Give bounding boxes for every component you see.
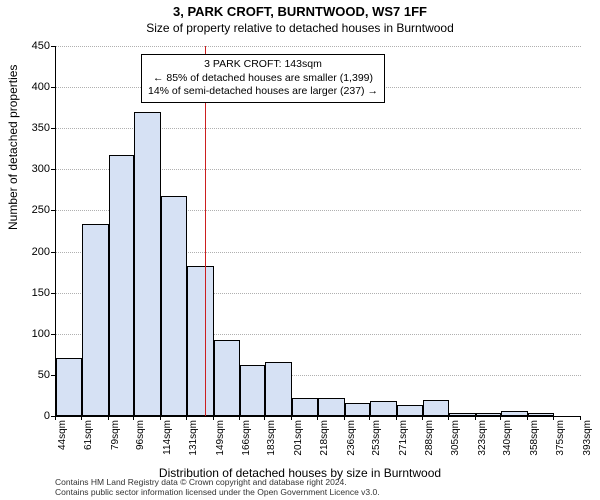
gridline	[56, 46, 581, 47]
x-tick-label: 61sqm	[83, 420, 94, 470]
histogram-bar	[134, 112, 161, 416]
chart-title-line1: 3, PARK CROFT, BURNTWOOD, WS7 1FF	[0, 4, 600, 19]
histogram-bar	[318, 398, 345, 416]
x-tick-label: 96sqm	[135, 420, 146, 470]
histogram-bar	[187, 266, 214, 416]
histogram-bar	[345, 403, 371, 416]
y-tick-mark	[51, 252, 55, 253]
x-tick-label: 340sqm	[502, 420, 513, 470]
histogram-bar	[240, 365, 266, 416]
x-tick-mark	[186, 416, 187, 420]
chart-container: 3, PARK CROFT, BURNTWOOD, WS7 1FF Size o…	[0, 0, 600, 500]
x-tick-mark	[213, 416, 214, 420]
y-tick-label: 100	[10, 328, 50, 340]
y-tick-label: 450	[10, 40, 50, 52]
histogram-bar	[214, 340, 240, 416]
chart-title-line2: Size of property relative to detached ho…	[0, 21, 600, 35]
histogram-bar	[82, 224, 109, 416]
x-tick-mark	[317, 416, 318, 420]
histogram-bar	[476, 413, 502, 416]
y-tick-mark	[51, 334, 55, 335]
x-tick-label: 305sqm	[450, 420, 461, 470]
x-tick-label: 201sqm	[293, 420, 304, 470]
x-tick-label: 149sqm	[215, 420, 226, 470]
x-tick-mark	[239, 416, 240, 420]
y-tick-label: 0	[10, 410, 50, 422]
annotation-box: 3 PARK CROFT: 143sqm← 85% of detached ho…	[141, 54, 385, 103]
x-tick-mark	[344, 416, 345, 420]
y-tick-mark	[51, 375, 55, 376]
x-tick-label: 218sqm	[319, 420, 330, 470]
x-tick-label: 79sqm	[110, 420, 121, 470]
x-tick-label: 166sqm	[241, 420, 252, 470]
annotation-line3: 14% of semi-detached houses are larger (…	[148, 85, 378, 99]
x-tick-mark	[55, 416, 56, 420]
x-tick-label: 114sqm	[162, 420, 173, 470]
histogram-bar	[265, 362, 292, 416]
y-tick-mark	[51, 46, 55, 47]
x-tick-mark	[108, 416, 109, 420]
x-tick-label: 288sqm	[424, 420, 435, 470]
histogram-bar	[292, 398, 318, 416]
y-tick-mark	[51, 293, 55, 294]
x-tick-label: 358sqm	[529, 420, 540, 470]
credits-text: Contains HM Land Registry data © Crown c…	[55, 478, 380, 498]
y-tick-mark	[51, 87, 55, 88]
x-tick-label: 375sqm	[555, 420, 566, 470]
plot-area: 3 PARK CROFT: 143sqm← 85% of detached ho…	[55, 46, 581, 417]
histogram-bar	[370, 401, 397, 416]
y-tick-label: 300	[10, 163, 50, 175]
y-tick-label: 50	[10, 369, 50, 381]
x-tick-label: 393sqm	[582, 420, 593, 470]
y-tick-mark	[51, 210, 55, 211]
y-tick-label: 150	[10, 287, 50, 299]
y-tick-mark	[51, 128, 55, 129]
x-tick-label: 253sqm	[371, 420, 382, 470]
x-tick-mark	[422, 416, 423, 420]
histogram-bar	[56, 358, 82, 416]
x-tick-label: 131sqm	[188, 420, 199, 470]
y-tick-mark	[51, 169, 55, 170]
annotation-line1: 3 PARK CROFT: 143sqm	[148, 58, 378, 72]
histogram-bar	[109, 155, 135, 416]
x-tick-mark	[81, 416, 82, 420]
histogram-bar	[501, 411, 528, 416]
annotation-line2: ← 85% of detached houses are smaller (1,…	[148, 72, 378, 86]
x-tick-mark	[264, 416, 265, 420]
x-tick-label: 236sqm	[346, 420, 357, 470]
x-tick-label: 44sqm	[57, 420, 68, 470]
y-tick-label: 400	[10, 81, 50, 93]
x-tick-label: 323sqm	[477, 420, 488, 470]
histogram-bar	[423, 400, 449, 416]
x-tick-label: 271sqm	[398, 420, 409, 470]
x-tick-mark	[475, 416, 476, 420]
y-tick-label: 250	[10, 204, 50, 216]
histogram-bar	[528, 413, 554, 416]
x-tick-mark	[553, 416, 554, 420]
histogram-bar	[161, 196, 187, 416]
histogram-bar	[397, 405, 423, 417]
credits-line2: Contains public sector information licen…	[55, 488, 380, 498]
y-tick-label: 350	[10, 122, 50, 134]
x-tick-mark	[580, 416, 581, 420]
histogram-bar	[449, 413, 476, 416]
x-tick-label: 183sqm	[266, 420, 277, 470]
y-tick-label: 200	[10, 246, 50, 258]
x-tick-mark	[448, 416, 449, 420]
